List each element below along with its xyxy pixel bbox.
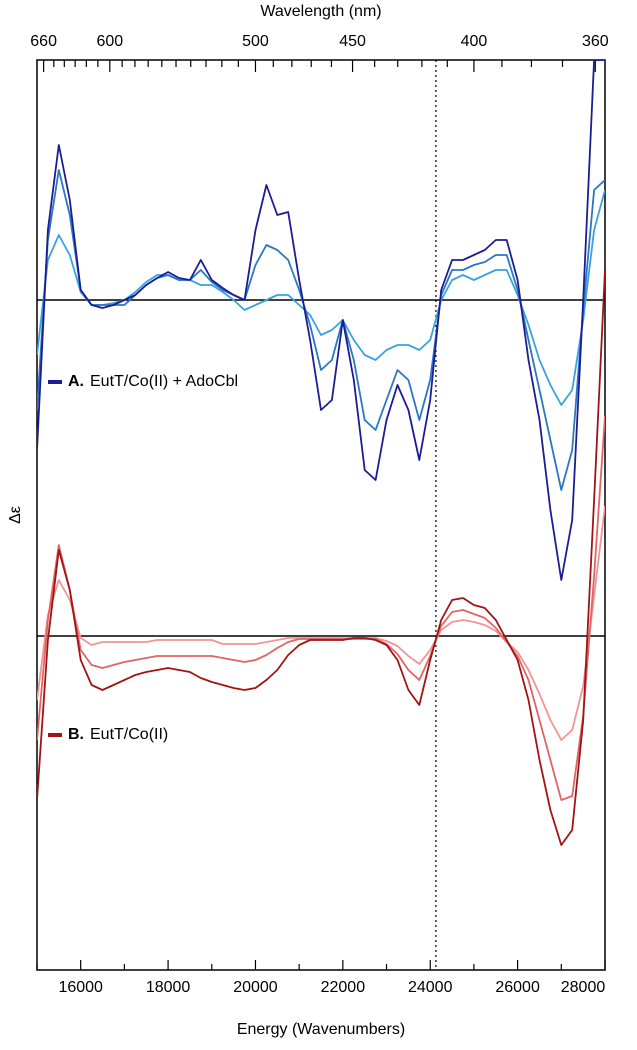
- x2-tick-label: 400: [461, 33, 488, 50]
- x2-tick-label: 660: [30, 33, 57, 50]
- legend-marker: B.: [68, 726, 84, 743]
- x-axis-title: Energy (Wavenumbers): [237, 1021, 405, 1038]
- x-tick-label: 20000: [233, 979, 278, 996]
- x-tick-label: 26000: [495, 979, 540, 996]
- x2-tick-label: 360: [582, 33, 609, 50]
- plot-frame: [36, 59, 606, 971]
- legend-label: B. EutT/Co(II): [68, 726, 168, 743]
- x-tick-label: 18000: [146, 979, 191, 996]
- x-tick-label: 16000: [58, 979, 103, 996]
- x2-tick-label: 500: [242, 33, 269, 50]
- x-tick-label: 22000: [321, 979, 366, 996]
- legend-text: EutT/Co(II): [90, 726, 168, 743]
- spectrum-line: [37, 189, 605, 406]
- x2-tick-label: 450: [339, 33, 366, 50]
- legend-text: EutT/Co(II) + AdoCbl: [90, 373, 238, 390]
- x2-tick-label: 600: [96, 33, 123, 50]
- y-axis-title: Δε: [7, 506, 24, 524]
- spectrum-line: [37, 269, 605, 846]
- x-tick-label: 28000: [561, 979, 606, 996]
- top-axis-title: Wavelength (nm): [260, 3, 381, 20]
- legend-marker: A.: [68, 373, 84, 390]
- legend-swatch: [48, 733, 62, 737]
- legend-swatch: [48, 380, 62, 384]
- spectrum-line: [37, 60, 605, 581]
- spectrum-line: [37, 169, 605, 491]
- x-tick-label: 24000: [408, 979, 453, 996]
- spectrum-line: [37, 505, 605, 741]
- plot-area: [37, 60, 605, 846]
- legend-label: A. EutT/Co(II) + AdoCbl: [68, 373, 238, 390]
